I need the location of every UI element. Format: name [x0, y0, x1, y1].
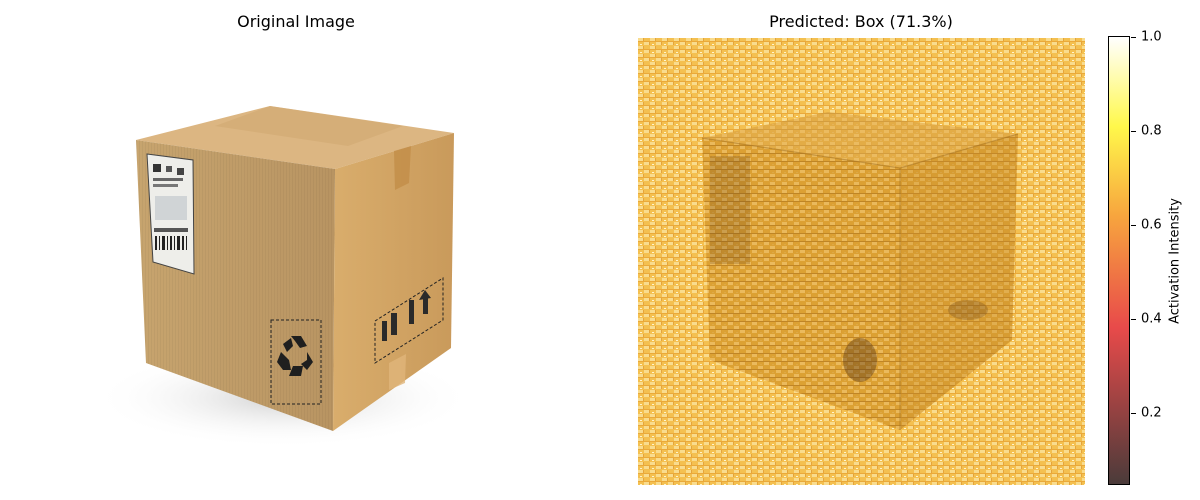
colorbar-tick — [1131, 413, 1136, 415]
this-way-up-icon — [409, 290, 431, 324]
box-tape-side — [394, 146, 411, 190]
heatmap-box-region — [701, 112, 1019, 430]
shipping-label — [146, 153, 195, 275]
colorbar-tick-label: 0.2 — [1141, 405, 1162, 421]
prediction-title: Predicted: Box (71.3%) — [769, 12, 953, 31]
colorbar-tick — [1131, 319, 1136, 321]
colorbar — [1108, 36, 1130, 485]
colorbar-tick-label: 0.6 — [1141, 217, 1162, 233]
colorbar-tick — [1131, 225, 1136, 227]
heatmap-hotspots — [710, 156, 988, 382]
colorbar-label: Activation Intensity — [1167, 198, 1183, 324]
original-image — [73, 38, 520, 485]
fragile-icon — [382, 313, 397, 341]
colorbar-tick — [1131, 131, 1136, 133]
colorbar-tick-label: 0.4 — [1141, 311, 1162, 327]
cardboard-box-illustration — [93, 106, 473, 448]
colorbar-gradient — [1109, 37, 1129, 484]
colorbar-tick — [1131, 37, 1136, 38]
handling-symbols — [374, 277, 444, 364]
original-image-title: Original Image — [237, 12, 355, 31]
activation-heatmap — [638, 38, 1085, 485]
box-tape-top — [215, 106, 403, 146]
colorbar-tick-label: 1.0 — [1141, 29, 1162, 45]
recycle-icon — [270, 319, 322, 405]
colorbar-tick-label: 0.8 — [1141, 123, 1162, 139]
heatmap-overlay — [638, 38, 1085, 485]
box-tape-bottom — [389, 354, 406, 390]
box-side — [333, 133, 454, 431]
